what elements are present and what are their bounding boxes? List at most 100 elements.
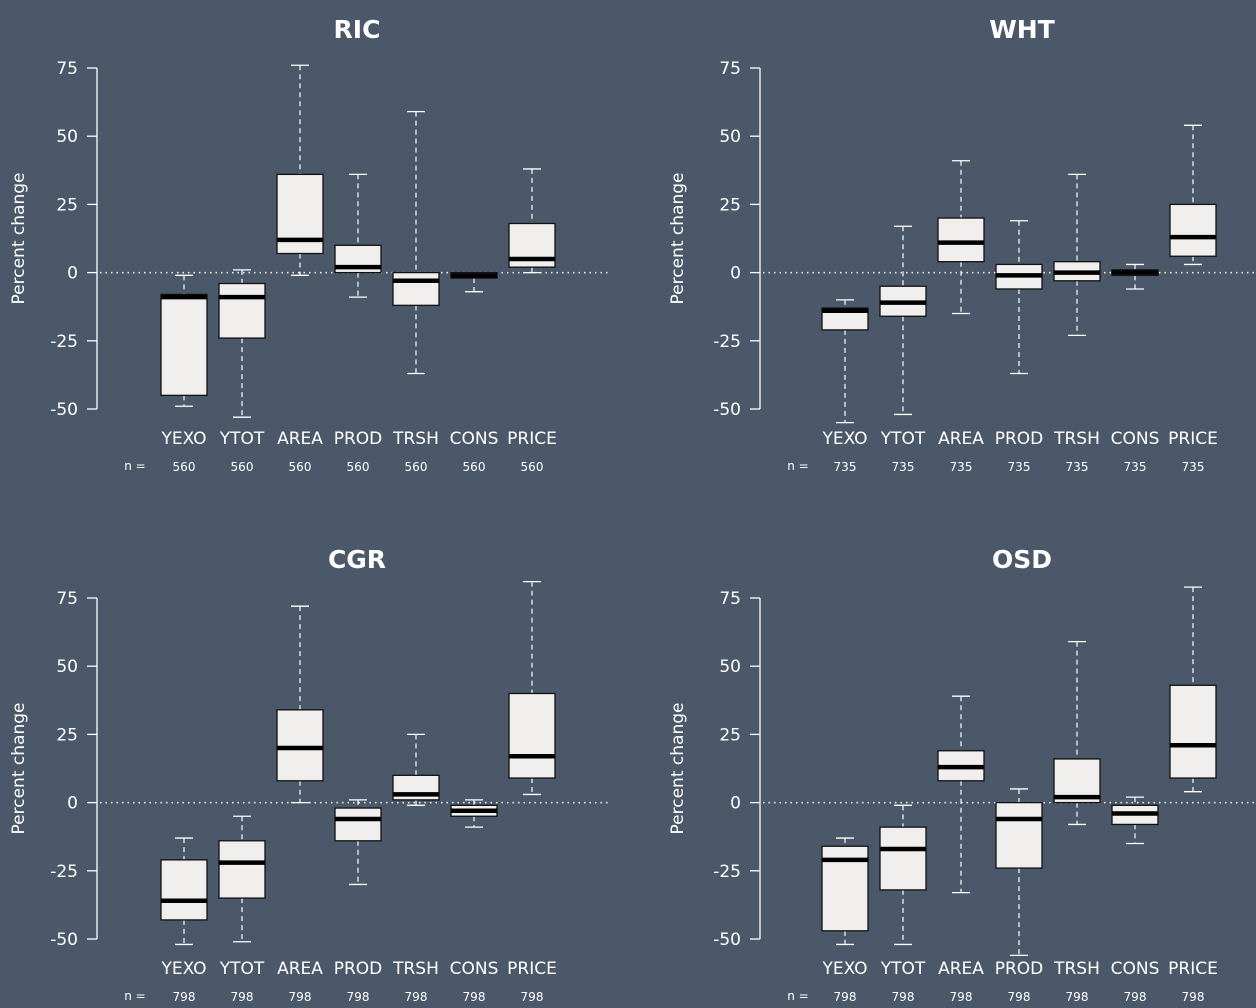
x-tick-label-osd-ytot: YTOT	[880, 959, 926, 979]
y-tick-label-ric: -25	[50, 332, 78, 352]
y-tick-label-osd: 0	[730, 794, 741, 814]
n-value-osd-trsh: 798	[1066, 990, 1089, 1003]
x-tick-label-osd-prod: PROD	[995, 959, 1044, 979]
x-tick-label-wht-area: AREA	[938, 429, 984, 449]
n-value-ric-prod: 560	[347, 460, 370, 474]
x-tick-label-cgr-cons: CONS	[450, 959, 499, 979]
y-tick-label-cgr: -25	[50, 862, 78, 882]
x-tick-label-wht-yexo: YEXO	[821, 429, 867, 449]
n-label-ric: n =	[124, 459, 145, 473]
y-axis-label-ric: Percent change	[9, 173, 29, 305]
box-cgr-area	[276, 709, 324, 782]
n-value-cgr-trsh: 798	[405, 990, 428, 1003]
x-tick-label-ric-cons: CONS	[450, 429, 499, 449]
n-label-cgr: n =	[124, 989, 145, 1003]
y-tick-label-cgr: -50	[50, 930, 78, 950]
box-osd-prod	[995, 801, 1043, 869]
n-label-osd: n =	[787, 989, 808, 1003]
box-ric-ytot	[218, 282, 266, 339]
n-value-osd-area: 798	[950, 990, 973, 1003]
panel-title-cgr: CGR	[328, 545, 386, 574]
y-tick-label-osd: 75	[719, 589, 741, 609]
n-value-ric-price: 560	[521, 460, 544, 474]
x-tick-label-cgr-trsh: TRSH	[392, 959, 439, 979]
x-tick-label-osd-yexo: YEXO	[821, 959, 867, 979]
y-tick-label-wht: 50	[719, 127, 741, 147]
box-wht-price	[1169, 203, 1217, 257]
y-tick-label-ric: 0	[67, 264, 78, 284]
x-tick-label-wht-trsh: TRSH	[1053, 429, 1100, 449]
n-value-cgr-prod: 798	[347, 990, 370, 1003]
y-tick-label-ric: 25	[56, 195, 78, 215]
box-cgr-price	[508, 692, 556, 779]
x-tick-label-osd-price: PRICE	[1168, 959, 1218, 979]
x-tick-label-cgr-prod: PROD	[334, 959, 383, 979]
x-tick-label-cgr-ytot: YTOT	[219, 959, 265, 979]
n-value-wht-price: 735	[1182, 460, 1205, 474]
x-tick-label-wht-prod: PROD	[995, 429, 1044, 449]
box-cgr-prod	[334, 807, 382, 842]
panel-title-osd: OSD	[992, 545, 1052, 574]
y-tick-label-cgr: 0	[67, 794, 78, 814]
y-tick-label-osd: -25	[713, 862, 741, 882]
panel-title-wht: WHT	[989, 15, 1055, 44]
x-tick-label-ric-price: PRICE	[507, 429, 557, 449]
y-tick-label-wht: -25	[713, 332, 741, 352]
n-value-ric-area: 560	[289, 460, 312, 474]
y-axis-label-osd: Percent change	[668, 703, 688, 835]
y-tick-label-wht: -50	[713, 400, 741, 420]
box-wht-area	[937, 217, 985, 263]
n-value-cgr-yexo: 798	[173, 990, 196, 1003]
n-value-osd-price: 798	[1182, 990, 1205, 1003]
n-value-wht-ytot: 735	[892, 460, 915, 474]
x-tick-label-cgr-yexo: YEXO	[160, 959, 206, 979]
x-tick-label-ric-yexo: YEXO	[160, 429, 206, 449]
y-axis-label-wht: Percent change	[668, 173, 688, 305]
x-tick-label-ric-prod: PROD	[334, 429, 383, 449]
y-tick-label-cgr: 75	[56, 589, 78, 609]
y-tick-label-osd: 25	[719, 725, 741, 745]
x-tick-label-cgr-price: PRICE	[507, 959, 557, 979]
box-wht-yexo	[821, 307, 869, 331]
y-tick-label-osd: -50	[713, 930, 741, 950]
y-tick-label-osd: 50	[719, 657, 741, 677]
box-ric-yexo	[160, 293, 208, 397]
x-tick-label-ric-ytot: YTOT	[219, 429, 265, 449]
n-value-wht-yexo: 735	[834, 460, 857, 474]
x-tick-label-wht-cons: CONS	[1111, 429, 1160, 449]
box-osd-price	[1169, 684, 1217, 779]
n-value-osd-cons: 798	[1124, 990, 1147, 1003]
y-tick-label-ric: -50	[50, 400, 78, 420]
n-value-wht-prod: 735	[1008, 460, 1031, 474]
y-tick-label-cgr: 25	[56, 725, 78, 745]
n-value-wht-trsh: 735	[1066, 460, 1089, 474]
n-value-wht-area: 735	[950, 460, 973, 474]
n-value-cgr-ytot: 798	[231, 990, 254, 1003]
n-value-osd-yexo: 798	[834, 990, 857, 1003]
n-value-cgr-area: 798	[289, 990, 312, 1003]
y-tick-label-wht: 25	[719, 195, 741, 215]
n-value-cgr-cons: 798	[463, 990, 486, 1003]
x-tick-label-osd-cons: CONS	[1111, 959, 1160, 979]
x-tick-label-ric-area: AREA	[277, 429, 323, 449]
box-cgr-yexo	[160, 859, 208, 921]
n-value-ric-ytot: 560	[231, 460, 254, 474]
y-axis-label-cgr: Percent change	[9, 703, 29, 835]
n-value-wht-cons: 735	[1124, 460, 1147, 474]
n-label-wht: n =	[787, 459, 808, 473]
y-tick-label-wht: 0	[730, 264, 741, 284]
y-tick-label-ric: 75	[56, 59, 78, 79]
n-value-osd-ytot: 798	[892, 990, 915, 1003]
y-tick-label-cgr: 50	[56, 657, 78, 677]
n-value-ric-cons: 560	[463, 460, 486, 474]
box-osd-ytot	[879, 826, 927, 891]
x-tick-label-ric-trsh: TRSH	[392, 429, 439, 449]
x-tick-label-osd-trsh: TRSH	[1053, 959, 1100, 979]
panel-title-ric: RIC	[334, 15, 381, 44]
x-tick-label-osd-area: AREA	[938, 959, 984, 979]
n-value-osd-prod: 798	[1008, 990, 1031, 1003]
x-tick-label-cgr-area: AREA	[277, 959, 323, 979]
n-value-ric-trsh: 560	[405, 460, 428, 474]
